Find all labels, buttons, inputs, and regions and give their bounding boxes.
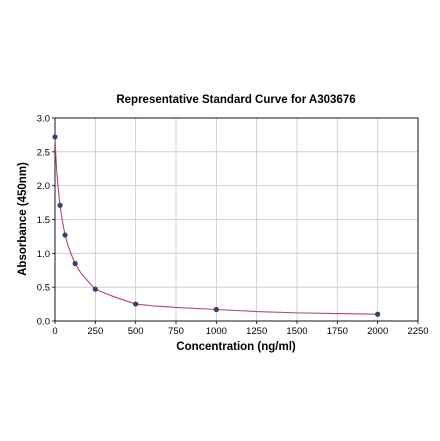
x-tick-label: 750	[168, 326, 184, 337]
y-tick-label: 2.5	[37, 147, 50, 158]
x-axis-label: Concentration (ng/ml)	[176, 341, 296, 353]
x-tick-label: 1750	[327, 326, 348, 337]
y-tick-label: 3.0	[37, 114, 50, 125]
y-tick-label: 1.5	[37, 215, 50, 226]
x-tick-label: 500	[128, 326, 144, 337]
chart-title: Representative Standard Curve for A30367…	[116, 94, 355, 106]
y-tick-label: 0.5	[37, 283, 50, 294]
y-axis-label: Absorbance (450nm)	[17, 162, 29, 276]
data-point	[213, 306, 219, 313]
x-tick-label: 1000	[206, 326, 227, 337]
grid-lines	[54, 117, 419, 322]
x-tick-label: 1250	[246, 326, 267, 337]
data-point	[375, 311, 381, 317]
data-point	[52, 134, 58, 140]
data-points	[52, 134, 381, 317]
y-tick-label: 2.0	[37, 181, 50, 192]
data-point	[133, 301, 139, 307]
x-tick-label: 0	[52, 326, 57, 337]
data-point	[72, 260, 78, 267]
data-point	[92, 286, 98, 292]
x-tick-label: 1500	[286, 326, 307, 337]
y-axis-ticks: 0.0 0.5 1.0 1.5 2.0 2.5 3.0	[37, 114, 55, 328]
x-tick-label: 2250	[407, 326, 428, 337]
x-axis-ticks: 0 250 500 750 1000 1250 1500 1750 2000 2250	[52, 321, 429, 337]
x-tick-label: 250	[87, 326, 103, 337]
data-point	[62, 232, 68, 238]
x-tick-label: 2000	[367, 326, 388, 337]
y-tick-label: 1.0	[37, 249, 50, 260]
data-point	[57, 202, 63, 208]
y-tick-label: 0.0	[37, 317, 50, 328]
